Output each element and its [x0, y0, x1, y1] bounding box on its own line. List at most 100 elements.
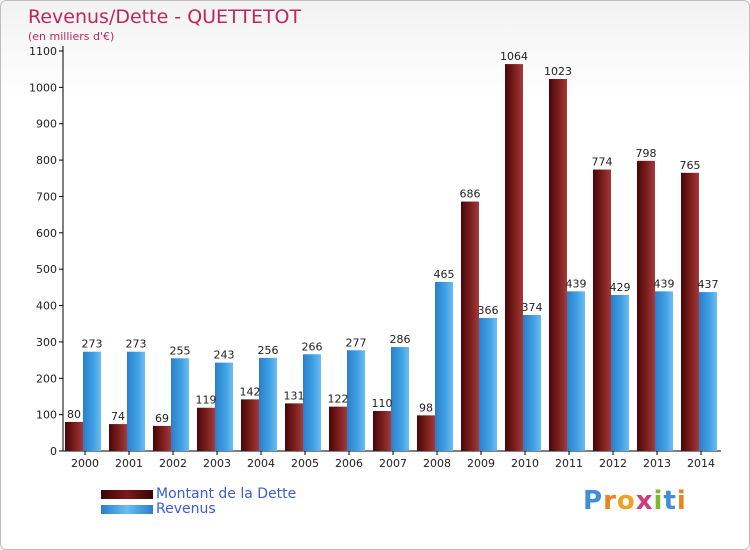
- bar-revenus-2002: [171, 358, 189, 451]
- x-tick-label: 2008: [423, 457, 451, 470]
- data-label-dette-2014: 765: [680, 159, 701, 172]
- data-label-revenus-2008: 465: [434, 268, 455, 281]
- legend-label-dette: Montant de la Dette: [156, 486, 297, 502]
- data-label-revenus-2004: 256: [258, 344, 279, 357]
- x-tick-label: 2003: [203, 457, 231, 470]
- y-tick-label: 1000: [29, 81, 57, 94]
- data-label-dette-2001: 74: [111, 410, 125, 423]
- data-label-revenus-2000: 273: [82, 338, 103, 351]
- y-tick-label: 200: [36, 372, 57, 385]
- data-label-dette-2009: 686: [460, 188, 481, 201]
- bar-revenus-2010: [523, 315, 541, 451]
- y-tick-label: 800: [36, 154, 57, 167]
- bar-dette-2007: [373, 411, 391, 451]
- data-label-dette-2013: 798: [636, 147, 657, 160]
- bar-revenus-2013: [655, 291, 673, 451]
- data-label-revenus-2013: 439: [654, 277, 675, 290]
- y-tick-label: 600: [36, 227, 57, 240]
- bar-dette-2003: [197, 407, 215, 451]
- legend-swatch-dette: [101, 490, 153, 499]
- bar-dette-2009: [461, 201, 479, 451]
- x-tick-label: 2006: [335, 457, 363, 470]
- data-label-dette-2004: 142: [240, 385, 261, 398]
- bar-revenus-2006: [347, 350, 365, 451]
- bars: [65, 64, 717, 451]
- data-label-dette-2012: 774: [592, 156, 613, 169]
- bar-dette-2000: [65, 421, 83, 451]
- bar-revenus-2011: [567, 291, 585, 451]
- y-tick-label: 300: [36, 336, 57, 349]
- bar-dette-2010: [505, 64, 523, 451]
- data-label-dette-2006: 122: [328, 393, 349, 406]
- data-label-dette-2003: 119: [196, 394, 217, 407]
- x-tick-label: 2000: [71, 457, 99, 470]
- y-tick-label: 1100: [29, 45, 57, 58]
- data-label-dette-2011: 1023: [544, 65, 572, 78]
- bar-dette-2002: [153, 425, 171, 451]
- x-tick-label: 2014: [687, 457, 715, 470]
- bar-dette-2004: [241, 399, 259, 451]
- proxiti-logo: Proxiti: [583, 486, 687, 516]
- data-label-dette-2000: 80: [67, 408, 81, 421]
- x-tick-label: 2002: [159, 457, 187, 470]
- bar-dette-2005: [285, 403, 303, 451]
- data-label-dette-2010: 1064: [500, 50, 528, 63]
- logo-letter: t: [663, 486, 677, 516]
- data-label-revenus-2012: 429: [610, 281, 631, 294]
- data-label-revenus-2014: 437: [698, 278, 719, 291]
- logo-letter: o: [616, 486, 636, 516]
- y-tick-label: 100: [36, 409, 57, 422]
- bar-revenus-2005: [303, 354, 321, 451]
- data-labels: 80 273 74 273 69 255 119 243 142 256 131 266 122 277 1…: [67, 50, 719, 425]
- data-label-dette-2007: 110: [372, 397, 393, 410]
- data-label-revenus-2002: 255: [170, 344, 191, 357]
- bar-dette-2001: [109, 424, 127, 451]
- data-label-dette-2005: 131: [284, 389, 305, 402]
- chart-subtitle: (en milliers d'€): [28, 30, 115, 43]
- data-label-revenus-2003: 243: [214, 349, 235, 362]
- x-tick-label: 2013: [643, 457, 671, 470]
- x-tick-label: 2012: [599, 457, 627, 470]
- logo-letter: r: [603, 486, 617, 516]
- data-label-revenus-2009: 366: [478, 304, 499, 317]
- bar-revenus-2012: [611, 295, 629, 451]
- legend-swatch-revenus: [101, 505, 153, 514]
- x-tick-label: 2007: [379, 457, 407, 470]
- data-label-revenus-2007: 286: [390, 333, 411, 346]
- logo-letter: i: [676, 486, 687, 516]
- bar-revenus-2000: [83, 351, 101, 451]
- data-label-revenus-2001: 273: [126, 338, 147, 351]
- y-tick-label: 900: [36, 118, 57, 131]
- data-label-dette-2008: 98: [419, 401, 433, 414]
- logo-letter: i: [653, 486, 664, 516]
- x-tick-label: 2011: [555, 457, 583, 470]
- bar-dette-2008: [417, 415, 435, 451]
- bar-dette-2014: [681, 172, 699, 451]
- y-tick-label: 700: [36, 190, 57, 203]
- x-tick-label: 2009: [467, 457, 495, 470]
- bar-dette-2006: [329, 406, 347, 451]
- legend-label-revenus: Revenus: [156, 501, 216, 517]
- bar-revenus-2007: [391, 347, 409, 451]
- bar-revenus-2001: [127, 351, 145, 451]
- x-tick-label: 2010: [511, 457, 539, 470]
- logo-letter: P: [583, 486, 604, 516]
- data-label-revenus-2006: 277: [346, 336, 367, 349]
- y-tick-label: 400: [36, 300, 57, 313]
- bar-revenus-2009: [479, 317, 497, 451]
- bar-revenus-2014: [699, 292, 717, 451]
- bar-revenus-2003: [215, 362, 233, 451]
- x-tick-label: 2004: [247, 457, 275, 470]
- bar-dette-2011: [549, 79, 567, 451]
- data-label-revenus-2011: 439: [566, 277, 587, 290]
- bar-revenus-2008: [435, 281, 453, 451]
- x-tick-label: 2001: [115, 457, 143, 470]
- bar-revenus-2004: [259, 357, 277, 451]
- data-label-revenus-2005: 266: [302, 340, 323, 353]
- bar-dette-2012: [593, 169, 611, 451]
- y-tick-label: 500: [36, 263, 57, 276]
- bar-dette-2013: [637, 160, 655, 451]
- logo-letter: x: [635, 486, 654, 516]
